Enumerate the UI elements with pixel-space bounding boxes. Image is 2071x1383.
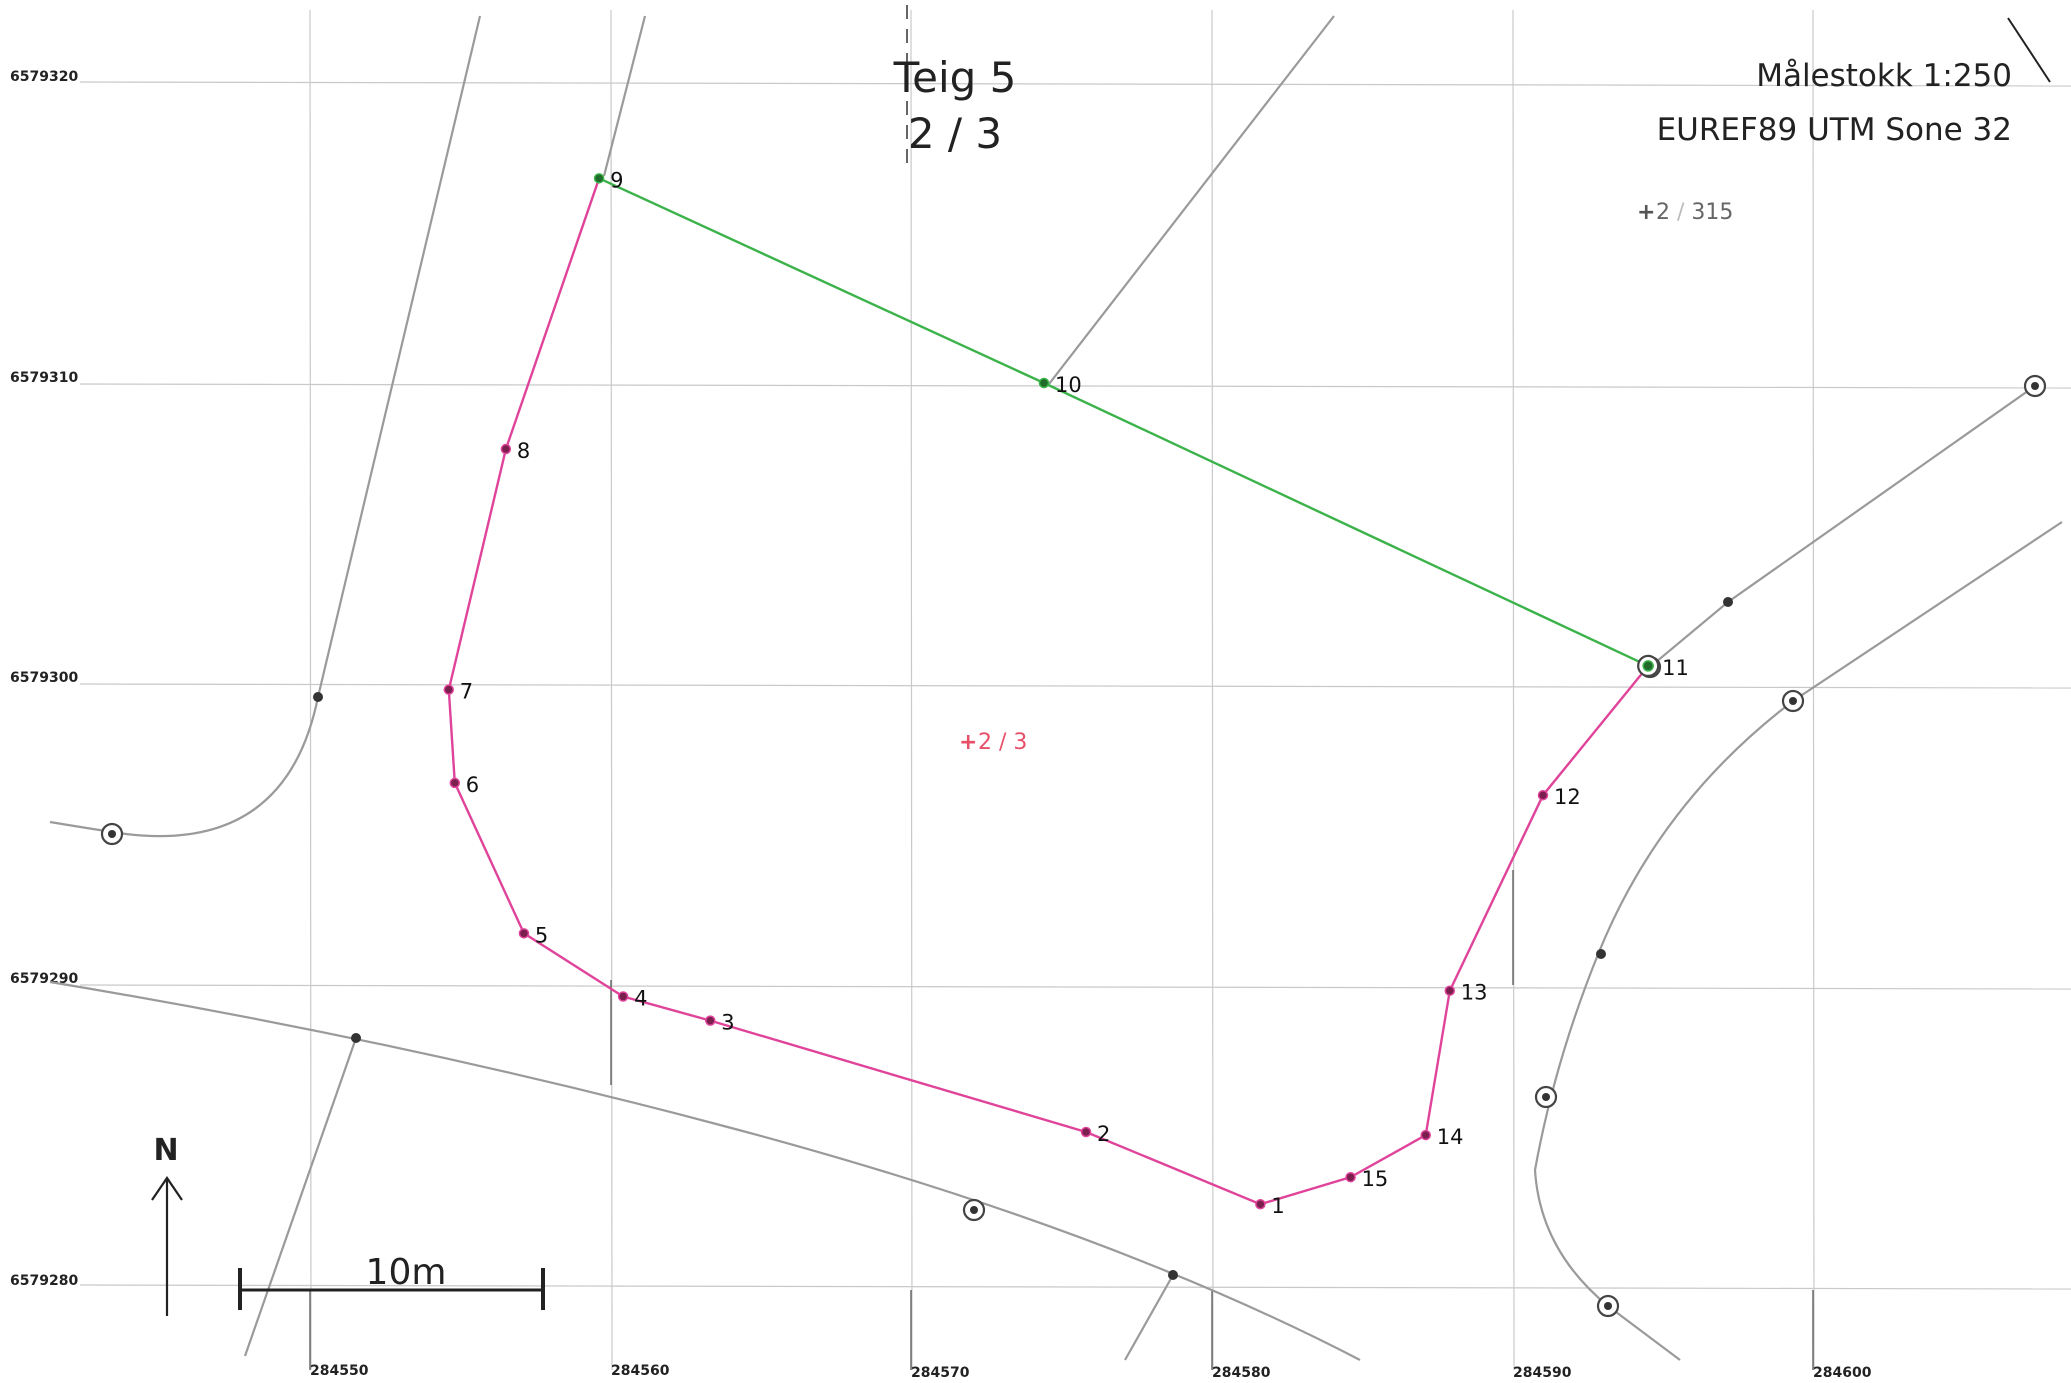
boundary-point-8 xyxy=(500,443,512,455)
grid-line-e-284580 xyxy=(1211,9,1214,1371)
plus-icon: + xyxy=(1637,200,1655,225)
grid-line-n-6579310 xyxy=(79,383,2071,389)
current-parcel-label: 2 / 3 xyxy=(978,730,1027,755)
northing-label: 6579310 xyxy=(10,370,78,386)
neighbor-vertex xyxy=(351,1033,361,1043)
grid-line-e-284600 xyxy=(1812,9,1815,1371)
northing-label: 6579300 xyxy=(10,670,78,686)
scale-bar-label: 10m xyxy=(366,1252,447,1293)
neighbor-vertex xyxy=(1168,1270,1178,1280)
boundary-point-label: 4 xyxy=(634,987,647,1011)
easting-label: 284570 xyxy=(911,1365,970,1381)
neighbor-line-west xyxy=(49,15,482,838)
easting-label: 284590 xyxy=(1513,1365,1572,1381)
north-arrow-icon xyxy=(151,1176,183,1201)
scale-corner-mark xyxy=(2007,17,2051,83)
boundary-point-3 xyxy=(705,1015,716,1026)
neighbor-parcel-ref: + 2 / 315 xyxy=(1637,200,1733,225)
boundary-point-label: 14 xyxy=(1437,1125,1464,1149)
northing-label: 6579280 xyxy=(10,1273,78,1289)
boundary-point-label: 9 xyxy=(610,168,623,192)
boundary-point-label: 7 xyxy=(460,680,473,704)
current-parcel-ref: + 2 / 3 xyxy=(959,730,1027,755)
neighbor-line-south xyxy=(1124,1274,1174,1361)
boundary-point-2 xyxy=(1080,1126,1092,1138)
boundary-point-9 xyxy=(593,173,605,184)
boundary-point-label: 2 xyxy=(1097,1122,1110,1146)
northing-labels: 6579320 6579310 6579300 6579290 6579280 xyxy=(10,69,78,1289)
boundary-point-label: 13 xyxy=(1461,981,1488,1005)
easting-labels: 284550 284560 284570 284580 284590 28460… xyxy=(310,1363,1872,1381)
neighbor-line-north xyxy=(1048,15,1335,385)
neighbor-vertices xyxy=(313,597,1733,1280)
survey-monument-icon xyxy=(962,1198,986,1222)
plus-icon: + xyxy=(959,730,977,755)
map-subtitle: 2 / 3 xyxy=(908,109,1002,158)
boundary-point-label: 10 xyxy=(1055,373,1082,397)
neighbor-line-south-west xyxy=(243,1037,358,1357)
survey-monument-icon xyxy=(1534,1085,1558,1109)
boundary-point-label: 6 xyxy=(466,773,479,797)
neighbor-parcel-number: 2 xyxy=(1656,200,1670,225)
boundary-point-13 xyxy=(1444,985,1456,996)
grid-line-n-6579280 xyxy=(79,1284,2071,1290)
grid-line-e-284550 xyxy=(309,9,312,1371)
scale-bar: 10m xyxy=(238,1252,545,1310)
boundary-point-7 xyxy=(443,684,455,695)
boundary-point-label: 11 xyxy=(1662,656,1689,680)
easting-label: 284560 xyxy=(611,1363,670,1379)
grid-line-e-284560 xyxy=(610,9,613,1371)
easting-label: 284600 xyxy=(1813,1365,1872,1381)
grid-line-e-284590 xyxy=(1512,9,1515,1371)
svg-text:2 / 315: 2 / 315 xyxy=(1656,200,1733,225)
boundary-point-11 xyxy=(1642,660,1654,672)
neighbor-vertex xyxy=(313,692,323,702)
northing-label: 6579320 xyxy=(10,69,78,85)
neighbor-vertex xyxy=(1723,597,1733,607)
boundary-point-label: 8 xyxy=(517,439,530,463)
neighbor-line-east-road xyxy=(1533,521,2063,1361)
survey-monument-icon xyxy=(1781,689,1805,713)
boundary-point-label: 1 xyxy=(1271,1194,1284,1218)
grid-line-n-6579300 xyxy=(79,683,2071,689)
scale-text: Målestokk 1:250 xyxy=(1756,58,2012,94)
neighbor-vertex xyxy=(1596,949,1606,959)
boundary-point-6 xyxy=(449,777,461,789)
easting-label: 284550 xyxy=(310,1363,369,1379)
survey-monument-icon xyxy=(100,822,124,846)
easting-label: 284580 xyxy=(1212,1365,1271,1381)
boundary-point-4 xyxy=(617,991,629,1002)
coordinate-grid xyxy=(79,5,2071,1371)
boundary-point-label: 3 xyxy=(721,1011,734,1035)
boundary-point-1 xyxy=(1255,1198,1266,1210)
north-arrow: N xyxy=(151,1133,183,1316)
boundary-point-10 xyxy=(1038,377,1050,389)
north-label: N xyxy=(153,1133,178,1168)
boundary-point-12 xyxy=(1537,789,1549,801)
neighbor-boundaries xyxy=(49,15,2063,1361)
neighbor-parcel-sub: 315 xyxy=(1691,200,1733,225)
neighbor-line-south-road xyxy=(49,980,1361,1361)
survey-monument-icon xyxy=(1596,1294,1620,1318)
neighbor-line-north-west xyxy=(602,15,647,177)
boundary-point-label: 12 xyxy=(1554,785,1581,809)
parcel-boundary-line xyxy=(447,177,1650,1206)
boundary-point-label: 15 xyxy=(1362,1167,1389,1191)
survey-monument-icon xyxy=(2023,374,2047,398)
grid-line-n-6579290 xyxy=(79,984,2071,990)
map-title: Teig 5 xyxy=(893,53,1017,102)
boundary-point-label: 5 xyxy=(535,923,548,947)
grid-line-e-284570 xyxy=(910,9,913,1371)
boundary-point-14 xyxy=(1420,1129,1431,1141)
crs-text: EUREF89 UTM Sone 32 xyxy=(1657,112,2012,148)
neighbor-parcel-slash: / xyxy=(1670,200,1691,225)
boundary-point-15 xyxy=(1345,1171,1356,1183)
grid-line-n-6579320 xyxy=(79,81,2071,87)
boundary-point-5 xyxy=(518,928,530,939)
